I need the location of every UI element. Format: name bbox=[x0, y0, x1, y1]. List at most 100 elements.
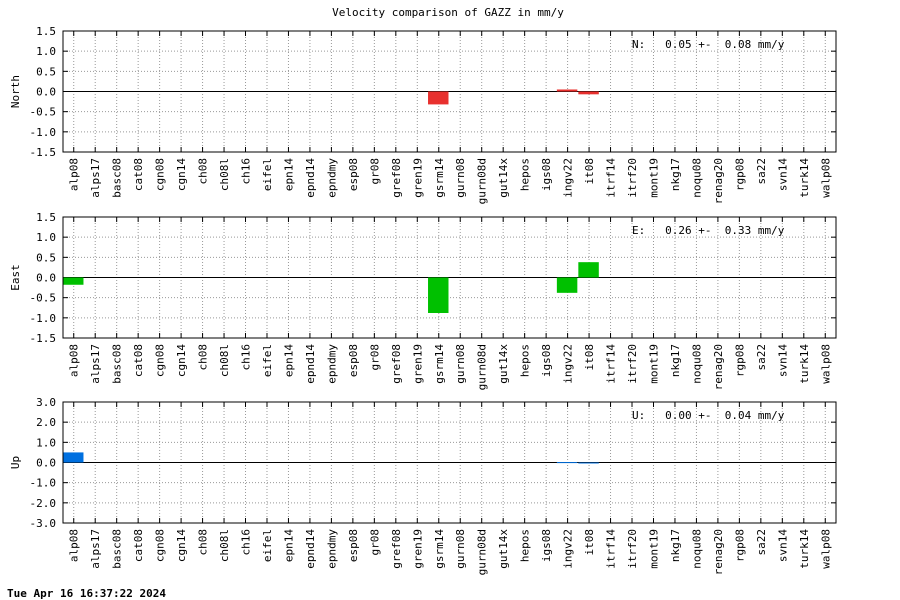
x-tick-label: esp08 bbox=[347, 529, 360, 562]
x-tick-label: epnd14 bbox=[304, 344, 317, 384]
x-tick-label: gref08 bbox=[390, 344, 403, 384]
x-tick-label: ch08 bbox=[197, 344, 210, 371]
y-tick-label: 0.0 bbox=[36, 272, 56, 285]
x-tick-label: rgp08 bbox=[733, 158, 746, 191]
x-tick-label: walp08 bbox=[819, 529, 832, 569]
x-tick-label: gsrm14 bbox=[433, 158, 446, 198]
x-tick-label: ch08l bbox=[218, 344, 231, 377]
x-tick-label: renag20 bbox=[712, 529, 725, 575]
x-tick-label: svn14 bbox=[776, 158, 789, 191]
x-tick-label: gr08 bbox=[368, 344, 381, 371]
x-tick-label: svn14 bbox=[776, 344, 789, 377]
x-tick-label: cgn14 bbox=[175, 158, 188, 191]
x-tick-label: sa22 bbox=[755, 529, 768, 556]
bar bbox=[556, 462, 578, 464]
x-tick-label: svn14 bbox=[776, 529, 789, 562]
annotation: U: 0.00 +- 0.04 mm/y bbox=[632, 409, 785, 422]
x-tick-label: itrf20 bbox=[626, 344, 639, 384]
x-tick-label: cat08 bbox=[132, 529, 145, 562]
x-tick-label: eifel bbox=[261, 158, 274, 191]
x-tick-label: epn14 bbox=[282, 344, 295, 377]
x-tick-label: gurn08d bbox=[476, 344, 489, 390]
x-tick-label: gref08 bbox=[390, 529, 403, 569]
x-tick-label: cgn08 bbox=[154, 344, 167, 377]
plot-frame bbox=[62, 30, 837, 153]
x-tick-label: ch08l bbox=[218, 529, 231, 562]
annotation: E: 0.26 +- 0.33 mm/y bbox=[632, 224, 785, 237]
x-tick-label: mont19 bbox=[647, 344, 660, 384]
x-tick-label: alps17 bbox=[89, 158, 102, 198]
x-tick-label: gurn08 bbox=[454, 529, 467, 569]
x-tick-label: eifel bbox=[261, 344, 274, 377]
bar bbox=[428, 277, 449, 313]
x-tick-label: eifel bbox=[261, 529, 274, 562]
x-tick-label: ch16 bbox=[240, 529, 253, 556]
y-tick-label: 0.0 bbox=[36, 86, 56, 99]
x-tick-label: ingv22 bbox=[562, 344, 575, 384]
x-tick-label: itrf14 bbox=[605, 344, 618, 384]
x-tick-label: turk14 bbox=[798, 529, 811, 569]
x-tick-label: alp08 bbox=[68, 529, 81, 562]
y-tick-label: -0.5 bbox=[30, 292, 57, 305]
x-tick-label: esp08 bbox=[347, 344, 360, 377]
x-tick-label: renag20 bbox=[712, 158, 725, 204]
x-tick-label: alp08 bbox=[68, 158, 81, 191]
x-tick-label: igs08 bbox=[540, 158, 553, 191]
x-tick-label: cgn14 bbox=[175, 529, 188, 562]
x-tick-label: sa22 bbox=[755, 344, 768, 371]
x-tick-label: epn14 bbox=[282, 158, 295, 191]
x-tick-label: igs08 bbox=[540, 344, 553, 377]
x-tick-label: alp08 bbox=[68, 344, 81, 377]
y-tick-label: 2.0 bbox=[36, 416, 56, 429]
y-axis-title: Up bbox=[9, 456, 22, 469]
x-tick-label: gut14x bbox=[497, 529, 510, 569]
x-tick-label: gurn08 bbox=[454, 158, 467, 198]
x-tick-label: it08 bbox=[583, 158, 596, 185]
x-tick-label: cgn08 bbox=[154, 158, 167, 191]
x-tick-label: nkg17 bbox=[669, 344, 682, 377]
y-tick-label: -0.5 bbox=[30, 106, 57, 119]
x-tick-label: noqu08 bbox=[690, 529, 703, 569]
x-tick-label: it08 bbox=[583, 529, 596, 556]
x-tick-label: nkg17 bbox=[669, 529, 682, 562]
x-tick-label: gref08 bbox=[390, 158, 403, 198]
bar bbox=[578, 91, 599, 95]
x-tick-label: itrf14 bbox=[605, 158, 618, 198]
x-tick-label: gurn08d bbox=[476, 529, 489, 575]
x-tick-label: mont19 bbox=[647, 529, 660, 569]
y-axis-title: North bbox=[9, 75, 22, 108]
x-tick-label: ch08l bbox=[218, 158, 231, 191]
timestamp: Tue Apr 16 16:37:22 2024 bbox=[7, 587, 166, 600]
x-tick-label: gurn08d bbox=[476, 158, 489, 204]
x-tick-label: it08 bbox=[583, 344, 596, 371]
x-tick-label: gurn08 bbox=[454, 344, 467, 384]
x-tick-label: gsrm14 bbox=[433, 529, 446, 569]
x-tick-label: noqu08 bbox=[690, 344, 703, 384]
x-tick-label: mont19 bbox=[647, 158, 660, 198]
y-tick-label: 1.0 bbox=[36, 231, 56, 244]
x-tick-label: cgn14 bbox=[175, 344, 188, 377]
x-tick-label: cgn08 bbox=[154, 529, 167, 562]
x-tick-label: walp08 bbox=[819, 158, 832, 198]
y-axis-title: East bbox=[9, 264, 22, 291]
x-tick-label: itrf14 bbox=[605, 529, 618, 569]
y-tick-label: -1.0 bbox=[30, 477, 57, 490]
x-tick-label: nkg17 bbox=[669, 158, 682, 191]
y-tick-label: -1.0 bbox=[30, 312, 57, 325]
x-tick-label: hepos bbox=[519, 529, 532, 562]
x-tick-label: noqu08 bbox=[690, 158, 703, 198]
x-tick-label: turk14 bbox=[798, 158, 811, 198]
x-tick-label: gren19 bbox=[411, 529, 424, 569]
x-tick-label: igs08 bbox=[540, 529, 553, 562]
x-tick-label: epnd14 bbox=[304, 529, 317, 569]
x-tick-label: itrf20 bbox=[626, 529, 639, 569]
x-tick-label: sa22 bbox=[755, 158, 768, 185]
x-tick-label: esp08 bbox=[347, 158, 360, 191]
y-tick-label: 1.0 bbox=[36, 436, 56, 449]
x-tick-label: turk14 bbox=[798, 344, 811, 384]
x-tick-label: ingv22 bbox=[562, 529, 575, 569]
y-tick-label: -1.5 bbox=[30, 332, 57, 345]
x-tick-label: gsrm14 bbox=[433, 344, 446, 384]
